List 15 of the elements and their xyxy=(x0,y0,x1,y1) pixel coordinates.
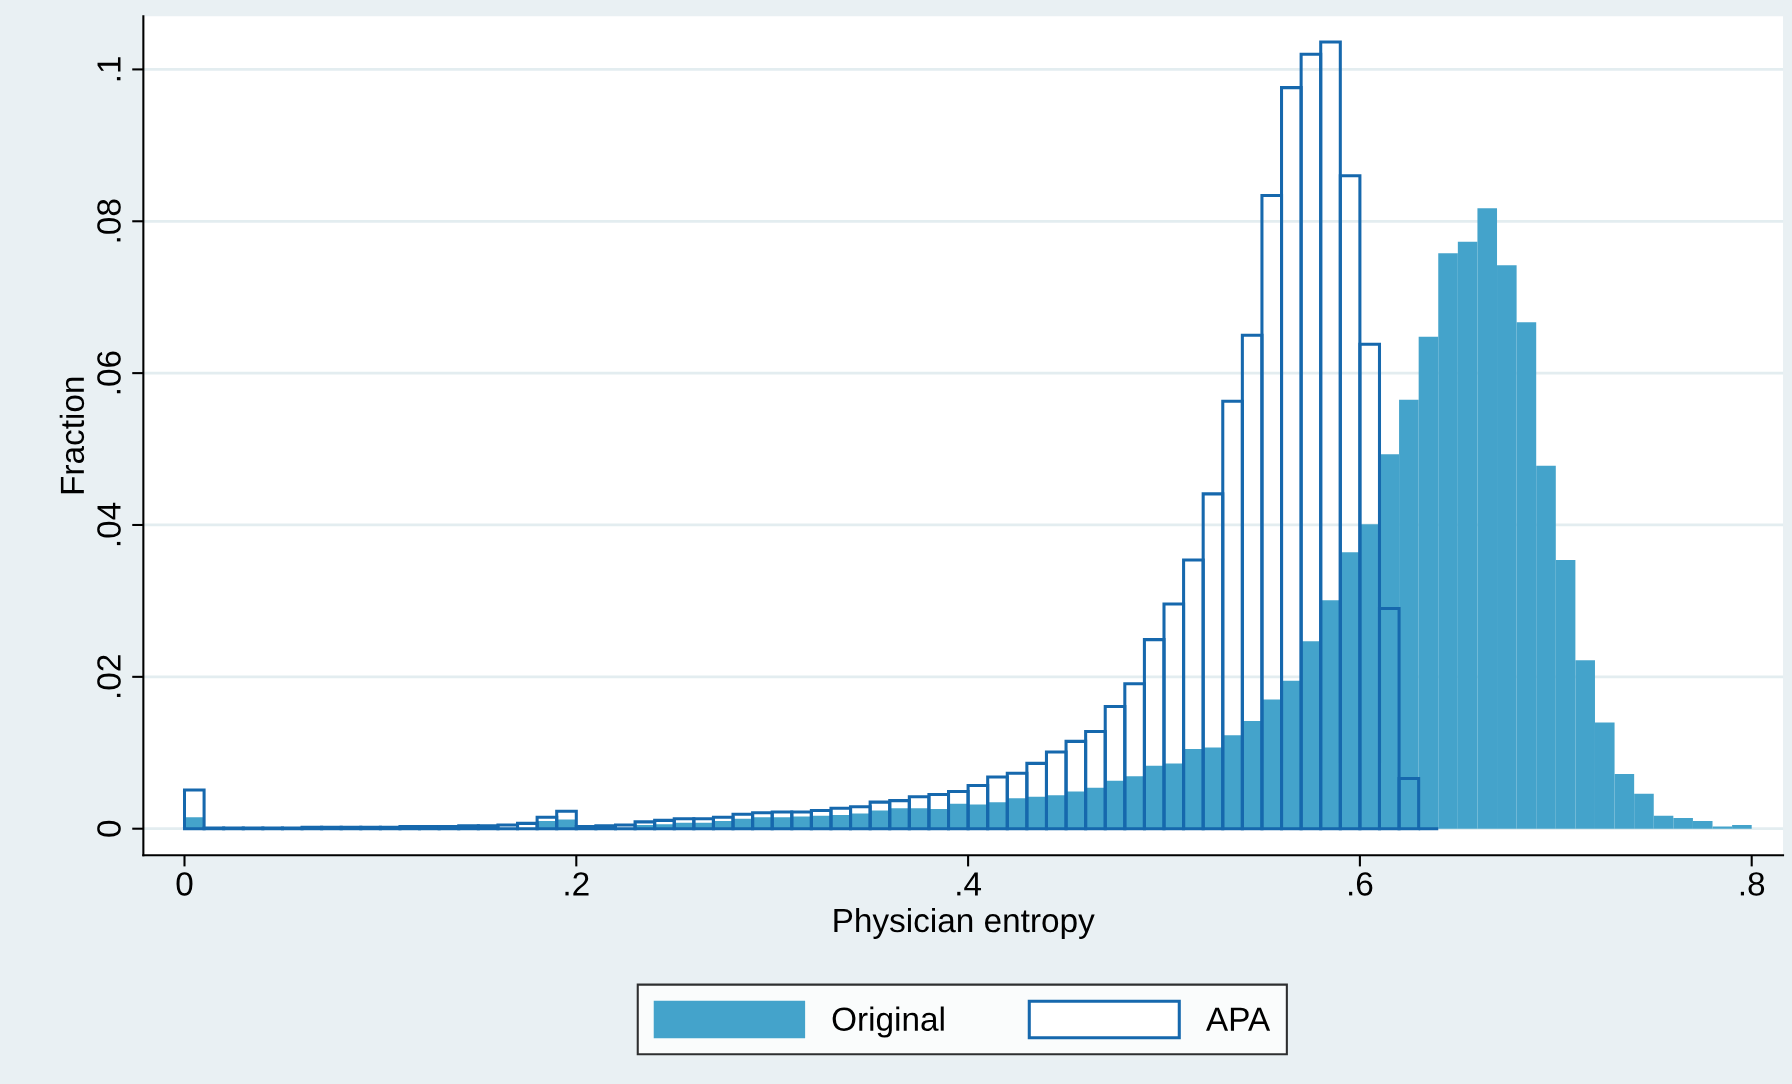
x-tick-label: .4 xyxy=(957,872,982,896)
y-tick-label: .1 xyxy=(97,57,121,81)
legend-label: APA xyxy=(1206,1007,1271,1031)
y-tick-label: 0 xyxy=(97,820,121,837)
y-tick-label: .04 xyxy=(97,502,121,546)
y-tick-label: .02 xyxy=(97,655,121,697)
x-tick-label: .2 xyxy=(565,872,589,896)
y-tick-label: .06 xyxy=(97,351,121,394)
x-tick-label: .6 xyxy=(1349,872,1373,896)
x-axis-title: Physician entropy xyxy=(834,907,1095,939)
y-tick-label: .08 xyxy=(97,199,121,242)
y-axis-title: Fraction xyxy=(59,377,85,494)
x-tick-label: .8 xyxy=(1740,872,1765,896)
x-tick-label: 0 xyxy=(176,872,193,896)
legend-label: Original xyxy=(832,1006,944,1038)
